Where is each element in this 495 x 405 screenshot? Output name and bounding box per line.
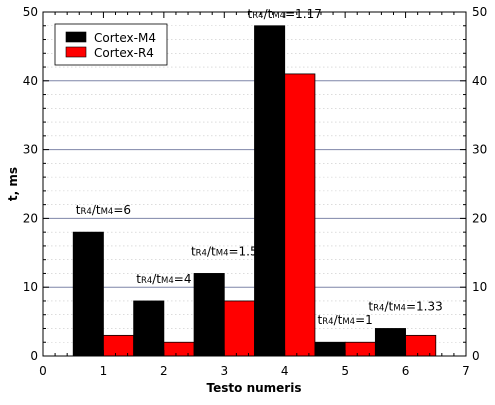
annotation-subscript: M4 xyxy=(272,11,285,21)
annotation-text: t xyxy=(136,272,141,286)
annotation-text: t xyxy=(318,313,323,327)
x-tick-label: 6 xyxy=(402,364,410,378)
bar-cortex-m4-4 xyxy=(254,25,286,357)
ratio-annotation: tR4/tM4=4 xyxy=(136,272,191,286)
annotation-text: /t xyxy=(334,313,343,327)
bar-cortex-r4-3 xyxy=(223,300,255,357)
y-tick-label-right: 20 xyxy=(472,211,487,225)
ratio-annotation: tR4/tM4=1.17 xyxy=(248,7,322,21)
bar-cortex-m4-3 xyxy=(193,273,225,357)
ratio-annotation: tR4/tM4=6 xyxy=(76,203,131,217)
ratio-annotations: tR4/tM4=6tR4/tM4=4tR4/tM4=1.5tR4/tM4=1.1… xyxy=(76,7,443,327)
bar-cortex-r4-4 xyxy=(284,73,316,357)
y-tick-label-left: 0 xyxy=(30,349,38,363)
annotation-text: =4 xyxy=(174,272,192,286)
bar-cortex-m4-5 xyxy=(314,341,346,357)
y-tick-label-right: 30 xyxy=(472,143,487,157)
legend-swatch-cortex-r4 xyxy=(65,46,87,58)
x-tick-label: 0 xyxy=(39,364,47,378)
plot-frame xyxy=(42,11,467,357)
annotation-text: =1.5 xyxy=(228,244,257,258)
annotation-subscript: R4 xyxy=(322,317,333,327)
legend-label-cortex-m4: Cortex-M4 xyxy=(94,31,156,45)
annotation-text: =6 xyxy=(113,203,131,217)
annotation-subscript: M4 xyxy=(393,303,406,313)
axis-ticks xyxy=(42,11,467,357)
annotation-text: =1.33 xyxy=(406,299,443,313)
legend: Cortex-M4 Cortex-R4 xyxy=(54,23,168,66)
bar-cortex-m4-2 xyxy=(133,300,165,357)
y-tick-label-right: 0 xyxy=(472,349,480,363)
annotation-text: /t xyxy=(384,299,393,313)
annotation-subscript: M4 xyxy=(101,207,114,217)
annotation-subscript: R4 xyxy=(141,276,152,286)
legend-swatch-cortex-m4 xyxy=(65,31,87,43)
y-tick-label-left: 50 xyxy=(23,5,38,19)
bar-cortex-r4-2 xyxy=(163,341,195,357)
x-axis-title: Testo numeris xyxy=(207,381,302,395)
x-tick-label: 4 xyxy=(281,364,289,378)
legend-box xyxy=(54,23,168,66)
y-axis-title: t, ms xyxy=(6,167,20,201)
annotation-subscript: M4 xyxy=(216,248,229,258)
annotation-subscript: R4 xyxy=(81,207,92,217)
annotation-text: =1.17 xyxy=(285,7,322,21)
annotation-text: t xyxy=(76,203,81,217)
bar-cortex-r4-5 xyxy=(344,341,376,357)
bar-cortex-r4-6 xyxy=(405,334,437,357)
bars xyxy=(72,25,437,357)
y-tick-label-left: 30 xyxy=(23,143,38,157)
annotation-text: /t xyxy=(152,272,161,286)
x-tick-label: 5 xyxy=(341,364,349,378)
annotation-subscript: R4 xyxy=(196,248,207,258)
y-tick-label-right: 40 xyxy=(472,74,487,88)
annotation-subscript: M4 xyxy=(342,317,355,327)
y-tick-label-left: 10 xyxy=(23,280,38,294)
annotation-text: t xyxy=(191,244,196,258)
ratio-annotation: tR4/tM4=1.5 xyxy=(191,244,258,258)
ratio-annotation: tR4/tM4=1.33 xyxy=(368,299,442,313)
annotation-text: t xyxy=(368,299,373,313)
y-tick-label-left: 40 xyxy=(23,74,38,88)
ratio-annotation: tR4/tM4=1 xyxy=(318,313,373,327)
x-tick-label: 1 xyxy=(100,364,108,378)
annotation-subscript: R4 xyxy=(373,303,384,313)
annotation-text: /t xyxy=(264,7,273,21)
annotation-text: t xyxy=(248,7,253,21)
x-tick-label: 3 xyxy=(220,364,228,378)
annotation-subscript: M4 xyxy=(161,276,174,286)
annotation-text: /t xyxy=(207,244,216,258)
bar-cortex-r4-1 xyxy=(103,334,135,357)
y-tick-label-left: 20 xyxy=(23,211,38,225)
x-tick-label: 7 xyxy=(462,364,470,378)
y-tick-label-right: 10 xyxy=(472,280,487,294)
legend-label-cortex-r4: Cortex-R4 xyxy=(94,46,154,60)
annotation-subscript: R4 xyxy=(252,11,263,21)
annotation-text: =1 xyxy=(355,313,373,327)
y-tick-label-right: 50 xyxy=(472,5,487,19)
bar-cortex-m4-1 xyxy=(72,231,104,357)
bar-cortex-m4-6 xyxy=(374,328,406,357)
x-tick-label: 2 xyxy=(160,364,168,378)
annotation-text: /t xyxy=(92,203,101,217)
